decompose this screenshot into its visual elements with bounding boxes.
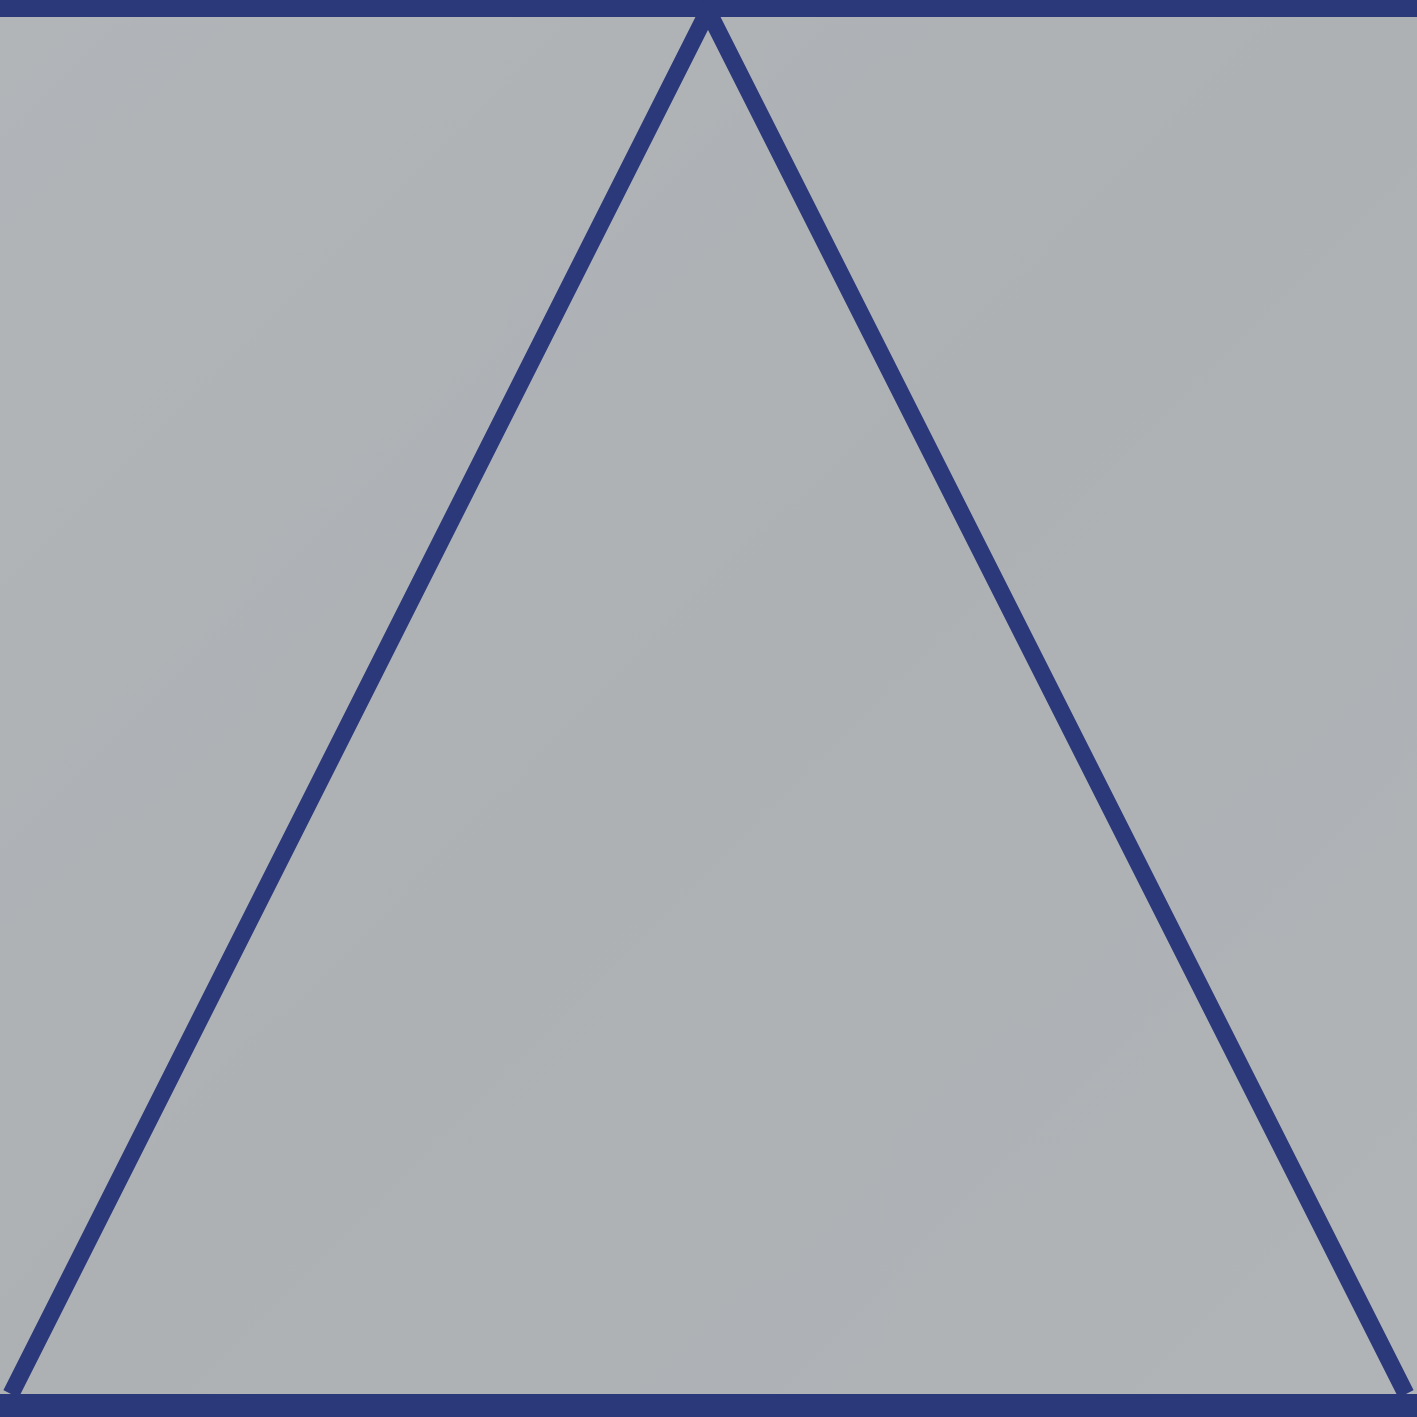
- triangle-outline: [3, 0, 1414, 1398]
- bottom-band: [0, 1394, 1417, 1417]
